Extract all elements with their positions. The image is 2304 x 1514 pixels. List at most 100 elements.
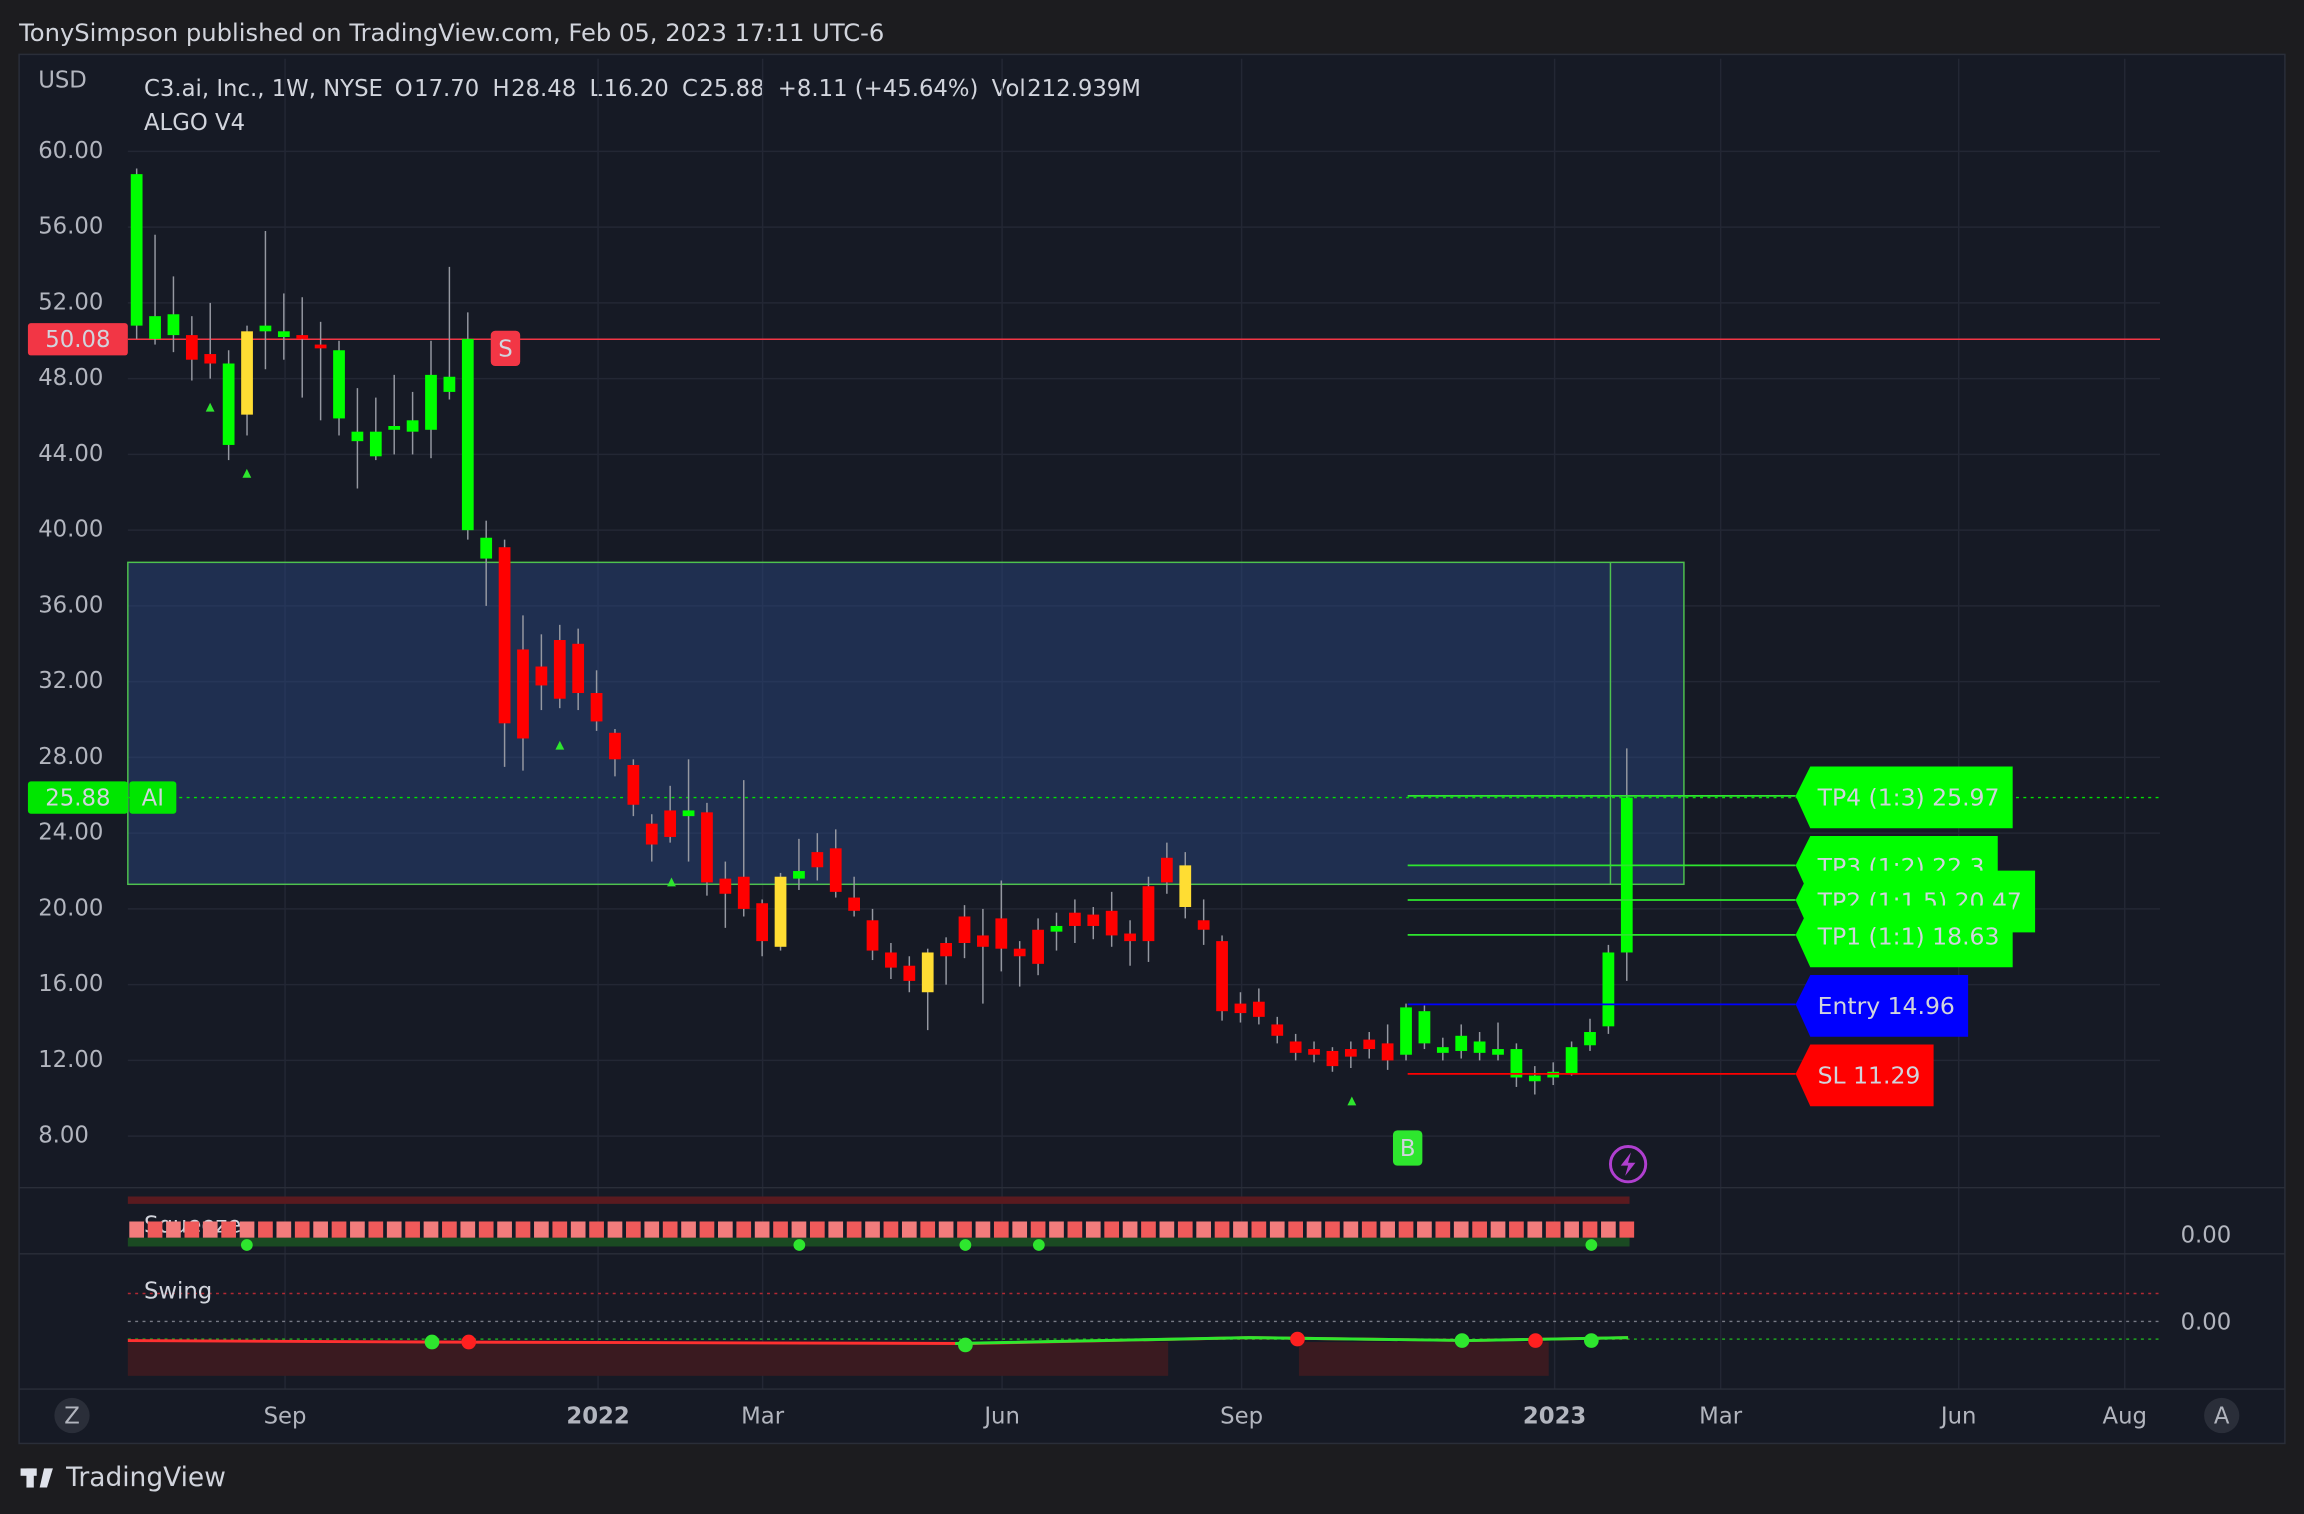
swing-dot [1528,1333,1543,1348]
chart-frame [18,53,2286,1445]
squeeze-bar [883,1221,899,1238]
candle-body [406,420,419,432]
candle-body [130,174,143,326]
squeeze-bar [607,1221,623,1238]
y-tick-label: 48.00 [38,365,103,391]
squeeze-bar [1141,1221,1156,1238]
candle-body [480,537,493,559]
legend-item: C [682,76,698,102]
squeeze-bar [1398,1221,1414,1238]
squeeze-bar [1601,1221,1616,1238]
price-tag-label: 50.08 [45,327,110,353]
squeeze-bar [993,1221,1009,1238]
y-tick-label: 60.00 [38,138,103,164]
candle-body [461,338,474,531]
y-tick-label: 8.00 [38,1123,89,1149]
candle-body [756,903,769,942]
candle-body [645,823,658,845]
swing-line [955,1336,1629,1345]
squeeze-bar [368,1221,384,1238]
logo-part [39,1468,53,1488]
squeeze-bar [350,1221,365,1238]
swing-dot [1290,1331,1305,1347]
squeeze-bar [1343,1221,1359,1238]
squeeze-bar [478,1221,494,1238]
candle-body [425,374,437,430]
y-tick-label: 44.00 [38,441,103,467]
tag-label: AI [142,786,164,812]
squeeze-bar [938,1221,954,1238]
candle-body [1234,1003,1247,1014]
candle-body [1620,797,1633,953]
auto-scale-label[interactable]: A [2214,1403,2230,1429]
squeeze-bar [1582,1221,1598,1238]
y-tick-label: 20.00 [38,895,103,921]
brand: TradingView [20,1462,226,1493]
zoom-button[interactable] [54,1397,90,1434]
squeeze-bar [589,1221,604,1238]
marker-triangle [667,877,676,887]
candle-body [1565,1047,1578,1074]
marker-triangle [242,468,252,478]
level-label: TP4 (1:3) 25.97 [1817,783,2000,811]
candle-body [1105,910,1118,936]
squeeze-bar [718,1221,733,1238]
candle-body [369,431,382,457]
squeeze-bar [1472,1221,1487,1238]
candle-body [553,639,566,699]
candle-body [1087,914,1100,926]
x-tick-label: Aug [2103,1403,2147,1429]
candle-body [351,431,364,442]
candle-body [277,331,290,337]
candle-body [701,812,713,883]
squeeze-bar [460,1221,476,1238]
candle-body [443,376,456,392]
swing-dot [424,1334,440,1350]
squeeze-bar [1380,1221,1395,1238]
x-tick-label: Jun [982,1403,1020,1429]
squeeze-band [127,1196,1630,1204]
candle-body [977,935,989,947]
y-tick-label: 36.00 [38,592,103,618]
price-tag [27,323,128,356]
indicator-name: ALGO V4 [144,110,245,136]
squeeze-bar [773,1221,788,1238]
candle-body [682,810,695,817]
candle-body [1363,1039,1376,1050]
time-axis: Sep 2022 Mar Jun Sep 2023 Mar Jun Aug [264,1403,2147,1429]
legend-item: Vol [992,76,1026,102]
squeeze-bar [1325,1221,1340,1238]
candle-body [609,732,621,760]
price-tag-label: 25.88 [45,786,110,812]
candle-body [388,426,401,430]
legend-item: C3.ai, Inc., 1W, NYSE [144,76,383,102]
legend-item: 16.20 [604,76,669,102]
zone [127,561,1685,886]
candle-body [1013,948,1026,957]
squeeze-bar [313,1221,328,1238]
squeeze-bar [754,1221,770,1238]
candle-body [1436,1047,1449,1053]
candle-body [204,354,217,364]
candle-body [793,871,805,879]
candle-body [1528,1075,1541,1082]
candle-body [1197,920,1210,930]
marker-triangle [205,402,215,412]
zoom-button-label[interactable]: Z [64,1403,80,1429]
marker-triangle [555,740,565,750]
candle-body [259,325,272,332]
auto-scale-button[interactable] [2204,1397,2240,1434]
squeeze-bar [681,1221,696,1238]
squeeze-bar [184,1221,200,1238]
squeeze-bar [662,1221,678,1238]
y-tick-label: 16.00 [38,971,103,997]
squeeze-bar [1196,1221,1212,1238]
x-tick-label: Sep [264,1403,307,1429]
squeeze-zero: 0.00 [2181,1223,2232,1249]
swing-dot [958,1337,973,1353]
squeeze-bar [736,1221,752,1238]
candle-body [1455,1035,1468,1051]
candle-body [1584,1032,1596,1046]
squeeze-bar [644,1221,660,1238]
